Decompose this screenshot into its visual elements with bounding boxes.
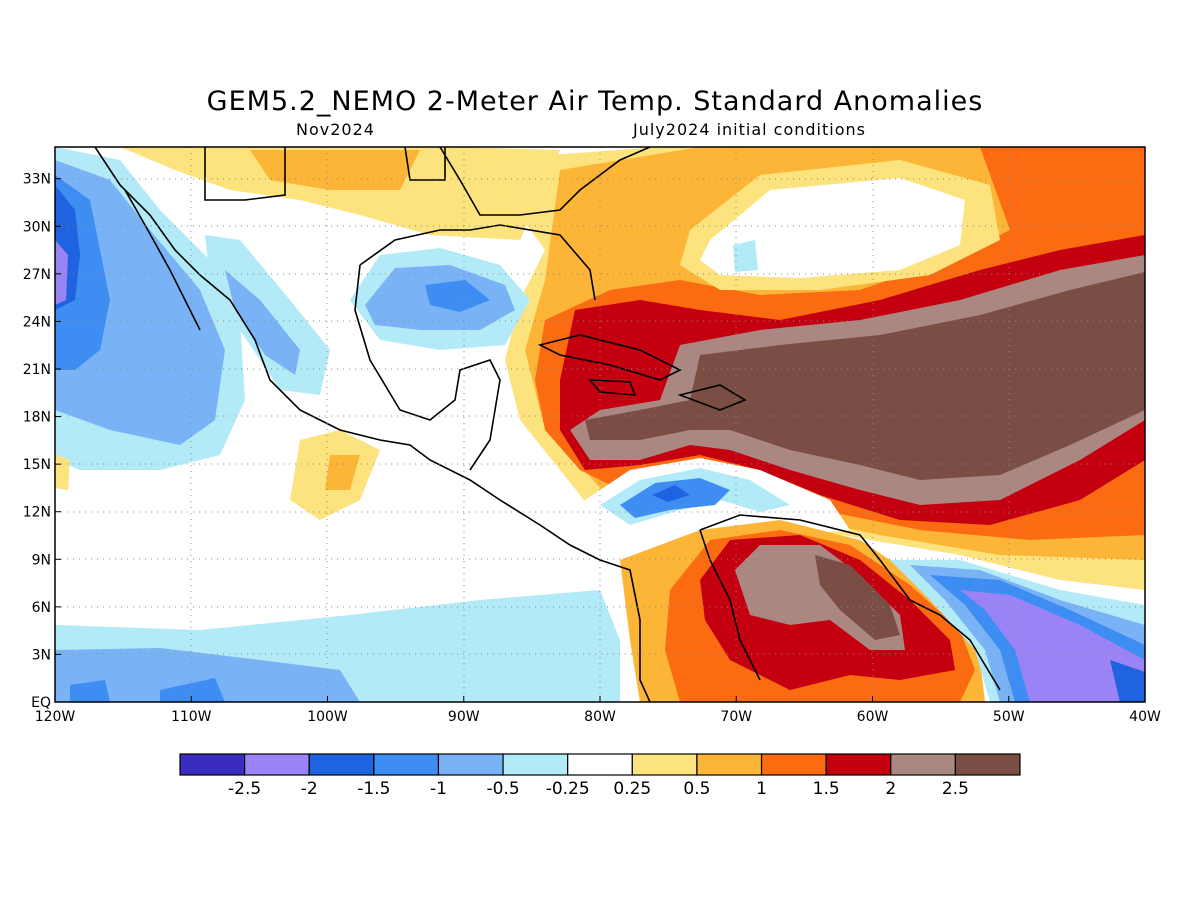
colorbar-labels: -2.5 -2 -1.5 -1 -0.5 -0.25 0.25 0.5 1 1.5 2 2.5: [228, 779, 969, 799]
lat-tick-label: 27N: [23, 267, 51, 283]
colorbar-swatch: [179, 753, 246, 776]
anomaly-region-atlantic-cool-spot: [733, 240, 758, 272]
colorbar-label: 0.25: [613, 779, 651, 799]
lat-tick-label: 9N: [32, 552, 51, 568]
colorbar-label: 1: [756, 779, 767, 799]
lat-tick-label: 18N: [23, 410, 51, 426]
colorbar-label: 2: [885, 779, 896, 799]
anomaly-region-eq-pacific-2: [55, 648, 360, 702]
colorbar-label: -2.5: [228, 779, 261, 799]
colorbar-label: -0.25: [546, 779, 590, 799]
anomaly-region-pacific-cool-5: [55, 240, 68, 305]
colorbar-swatch: [373, 753, 440, 776]
colorbar-swatch: [308, 753, 375, 776]
initial-conditions-label: July2024 initial conditions: [633, 120, 866, 139]
lon-tick-label: 70W: [720, 709, 752, 725]
colorbar-label: -0.5: [486, 779, 519, 799]
colorbar-swatch: [760, 753, 827, 776]
lon-tick-label: 90W: [448, 709, 480, 725]
anomaly-region-gulf-cool-3: [425, 280, 490, 312]
anomaly-region-eq-pacific-3: [70, 680, 110, 702]
gridlines: [55, 147, 1145, 702]
lon-tick-label: 120W: [35, 709, 76, 725]
colorbar-label: -1.5: [357, 779, 390, 799]
colorbar-label: 0.5: [683, 779, 710, 799]
colorbar-swatch: [696, 753, 763, 776]
lat-tick-label: 21N: [23, 362, 51, 378]
colorbar-label: -2: [301, 779, 318, 799]
lat-tick-label: 24N: [23, 314, 51, 330]
map-panel: [55, 147, 1145, 702]
colorbar-label: -1: [430, 779, 447, 799]
longitude-axis: 120W 110W 100W 90W 80W 70W 60W 50W 40W: [35, 696, 1161, 725]
anomaly-region-eq-pacific-4: [160, 678, 225, 702]
colorbar-swatch: [954, 753, 1021, 776]
colorbar-swatch: [631, 753, 698, 776]
colorbar-swatch: [567, 753, 633, 776]
anomaly-region-pacific-warm-3: [55, 455, 70, 490]
lon-tick-label: 110W: [171, 709, 212, 725]
colorbar-swatch: [244, 753, 310, 776]
lon-tick-label: 80W: [584, 709, 616, 725]
anomaly-region-warm-north: [120, 147, 560, 240]
lon-tick-label: 60W: [857, 709, 889, 725]
lat-tick-label: EQ: [31, 695, 51, 711]
anomaly-region-caribbean-cool-4: [652, 485, 690, 502]
colorbar-label: 1.5: [813, 779, 840, 799]
lon-tick-label: 50W: [993, 709, 1025, 725]
lat-tick-label: 3N: [32, 647, 51, 663]
anomaly-region-mexico-cool-2: [225, 270, 300, 375]
map-title: GEM5.2_NEMO 2-Meter Air Temp. Standard A…: [206, 86, 984, 117]
anomaly-region-pacific-cool-2: [55, 160, 225, 445]
colorbar-swatch: [502, 753, 569, 776]
coastlines: [94, 147, 1001, 702]
anomaly-region-pacific-warm-2: [325, 455, 360, 490]
lat-tick-label: 33N: [23, 172, 51, 188]
anomaly-region-warm-north-2: [250, 150, 420, 190]
anomaly-region-sa-atlantic-cool-5: [1110, 660, 1145, 702]
anomaly-region-sa-atlantic-cool-4: [960, 590, 1145, 702]
latitude-axis: EQ 3N 6N 9N 12N 15N 18N 21N 24N 27N 30N 33N: [23, 172, 61, 711]
anomaly-region-atlantic-max: [585, 272, 1145, 480]
colorbar-swatch: [890, 753, 956, 776]
forecast-month-label: Nov2024: [296, 120, 375, 139]
lat-tick-label: 6N: [32, 600, 51, 616]
lat-tick-label: 30N: [23, 219, 51, 235]
anomaly-region-atlantic-white: [700, 178, 965, 278]
anomaly-region-sa-warm-5: [815, 555, 900, 640]
lat-tick-label: 15N: [23, 457, 51, 473]
lon-tick-label: 40W: [1129, 709, 1161, 725]
colorbar-swatch: [825, 753, 892, 776]
colorbar-swatch: [437, 753, 504, 776]
colorbar-label: 2.5: [942, 779, 969, 799]
lon-tick-label: 100W: [307, 709, 348, 725]
lat-tick-label: 12N: [23, 505, 51, 521]
colorbar: [179, 753, 1021, 776]
